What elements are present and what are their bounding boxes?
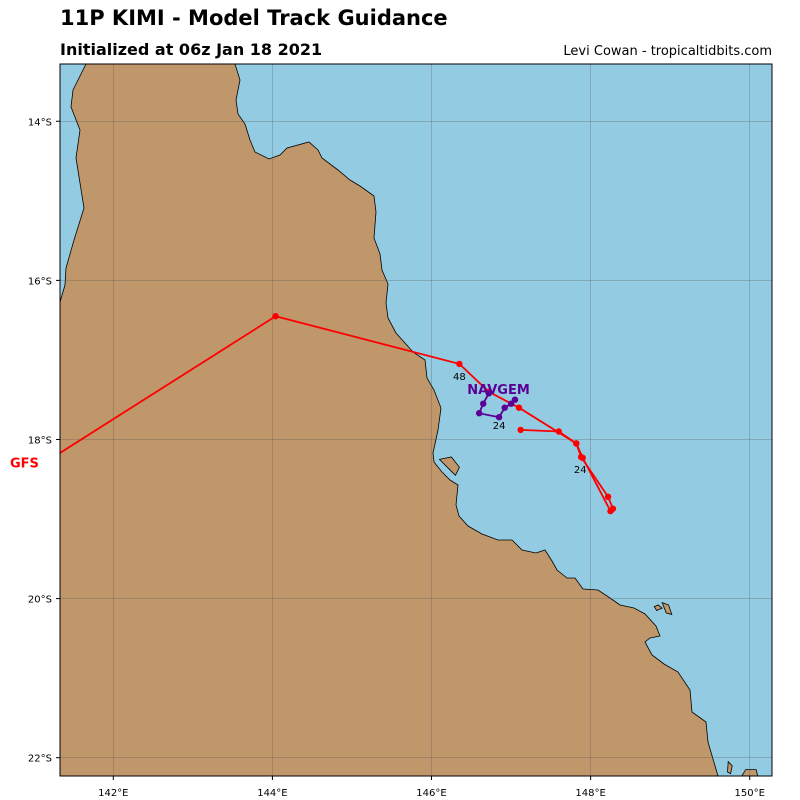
- hour-label: 24: [493, 421, 506, 432]
- outside-model-labels: GFS: [10, 456, 39, 471]
- hour-label: 48: [453, 372, 466, 383]
- islands: [438, 456, 759, 776]
- chart-title: 11P KIMI - Model Track Guidance: [60, 6, 448, 30]
- track-point: [517, 426, 524, 434]
- track-point: [579, 454, 586, 461]
- track-point: [495, 414, 503, 421]
- lat-tick-label: 18°S: [28, 435, 52, 446]
- island-2: [653, 604, 663, 612]
- chart-subtitle: Initialized at 06z Jan 18 2021: [60, 40, 323, 59]
- track-point: [573, 440, 580, 447]
- lat-tick-label: 14°S: [28, 117, 52, 128]
- track-navgem: [476, 390, 519, 421]
- australia-landmass: [60, 64, 719, 776]
- track-point: [485, 390, 492, 397]
- lon-tick-label: 142°E: [98, 788, 128, 799]
- hour-label: 24: [574, 465, 587, 476]
- lat-tick-label: 22°S: [28, 754, 52, 765]
- island-0: [438, 456, 460, 476]
- forecast-hour-labels: 48 24 24: [453, 372, 587, 476]
- track-point: [501, 404, 508, 411]
- model-tracks: [60, 313, 617, 515]
- track-point: [507, 400, 515, 407]
- lat-tick-label: 16°S: [28, 276, 52, 287]
- map-frame: [59, 63, 773, 777]
- island-1: [661, 601, 673, 616]
- lat-tick-label: 20°S: [28, 595, 52, 606]
- graticule: [60, 64, 772, 776]
- lon-tick-label: 144°E: [257, 788, 287, 799]
- track-point: [555, 428, 562, 435]
- model-label-gfs: GFS: [10, 456, 39, 471]
- lon-tick-label: 146°E: [416, 788, 446, 799]
- track-point: [456, 360, 463, 368]
- track-point: [607, 507, 614, 515]
- track-point: [480, 400, 487, 407]
- track-point: [604, 493, 612, 500]
- lon-tick-label: 148°E: [575, 788, 605, 799]
- track-point: [272, 313, 279, 320]
- track-point: [511, 396, 519, 403]
- axis-ticks: 142°E 144°E 146°E 148°E 150°E 14°S 16°S 18°S 20°…: [28, 117, 765, 799]
- model-labels: NAVGEM: [467, 383, 530, 398]
- track-point: [476, 410, 483, 417]
- credit-text: Levi Cowan - tropicaltidbits.com: [563, 44, 772, 59]
- island-3: [727, 760, 733, 775]
- lon-tick-label: 150°E: [735, 788, 765, 799]
- model-label-navgem: NAVGEM: [467, 383, 530, 398]
- track-second: [517, 426, 614, 515]
- track-point: [515, 404, 523, 411]
